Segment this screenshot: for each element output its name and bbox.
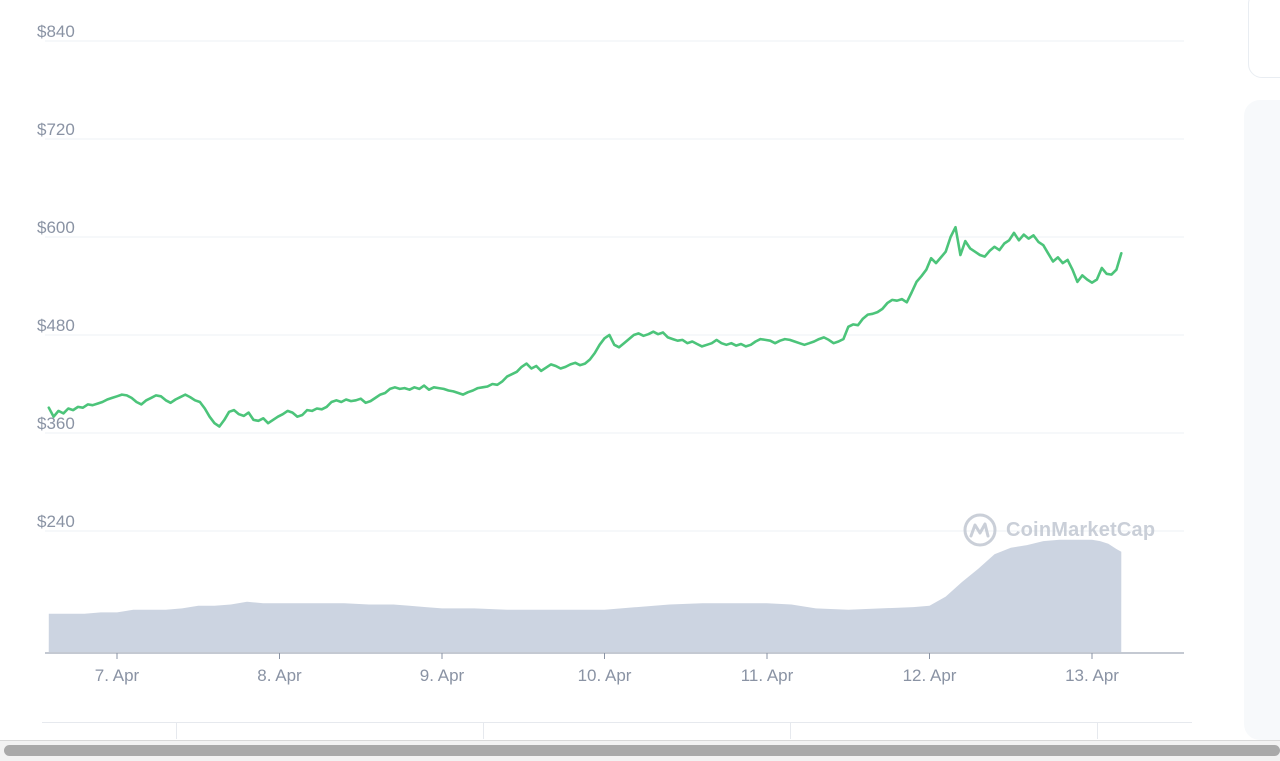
x-tick-label: 11. Apr xyxy=(741,666,794,685)
side-panel-card-top xyxy=(1248,0,1280,78)
panel-divider xyxy=(176,723,177,739)
price-line xyxy=(47,225,1123,428)
coinmarketcap-watermark: CoinMarketCap xyxy=(962,512,1155,548)
chart-svg: $840 $720 $600 $480 $360 $240 7. Apr 8. Apr 9. A… xyxy=(37,22,1184,685)
y-tick-label: $240 xyxy=(37,512,75,531)
scrollbar-thumb[interactable] xyxy=(4,745,1280,756)
price-chart: $840 $720 $600 $480 $360 $240 7. Apr 8. Apr 9. A… xyxy=(37,22,1184,685)
x-tick-label: 8. Apr xyxy=(257,666,302,685)
y-tick-label: $600 xyxy=(37,218,75,237)
x-tick-label: 10. Apr xyxy=(578,666,632,685)
panel-divider xyxy=(790,723,791,739)
x-tick-label: 13. Apr xyxy=(1065,666,1119,685)
panel-divider xyxy=(1097,723,1098,739)
y-tick-label: $360 xyxy=(37,414,75,433)
panel-divider xyxy=(483,723,484,739)
y-tick-label: $480 xyxy=(37,316,75,335)
x-tick-label: 7. Apr xyxy=(95,666,140,685)
y-tick-label: $840 xyxy=(37,22,75,41)
watermark-text: CoinMarketCap xyxy=(1006,518,1156,541)
y-tick-label: $720 xyxy=(37,120,75,139)
x-tick-label: 9. Apr xyxy=(420,666,465,685)
volume-area xyxy=(48,539,1122,652)
coinmarketcap-logo-icon xyxy=(963,513,997,547)
side-panel-card xyxy=(1244,100,1280,740)
x-tick-label: 12. Apr xyxy=(903,666,957,685)
horizontal-scrollbar[interactable] xyxy=(0,740,1280,761)
bottom-range-panel xyxy=(42,722,1192,739)
